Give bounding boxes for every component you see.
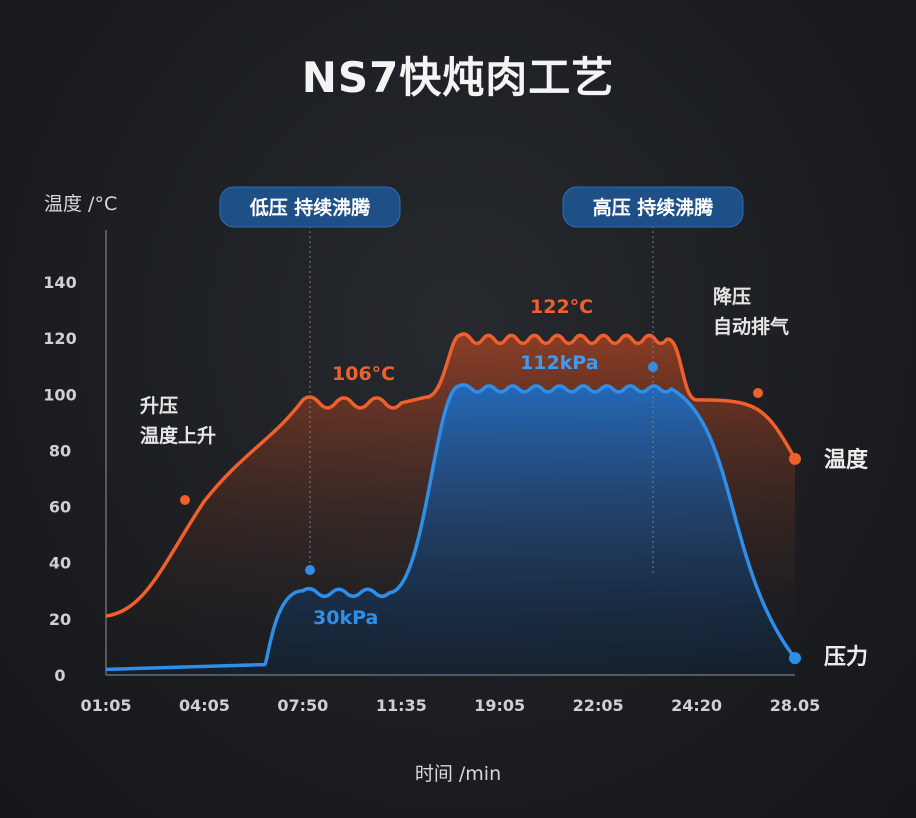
temperature-marker — [180, 495, 190, 505]
temperature-end-dot — [789, 452, 801, 465]
annotation-label: 自动排气 — [713, 315, 789, 338]
pressure-line — [105, 383, 797, 672]
y-tick-label: 100 — [43, 385, 76, 404]
x-axis-label: 时间 /min — [415, 763, 501, 785]
pressure-marker — [305, 565, 315, 575]
chart-title: NS7快炖肉工艺 — [301, 53, 615, 102]
annotation-label: 升压 — [140, 395, 178, 417]
phase-badge — [562, 186, 744, 228]
x-tick-label: 28.05 — [770, 696, 821, 715]
phase-badge-label: 高压 持续沸腾 — [593, 196, 715, 219]
series-label-temperature: 温度 — [824, 447, 869, 473]
phase-badge-label: 低压 持续沸腾 — [249, 196, 372, 219]
annotation-label: 112kPa — [520, 352, 599, 374]
annotation-label: 30kPa — [313, 607, 378, 629]
y-tick-label: 140 — [43, 273, 76, 292]
x-tick-label: 24:20 — [671, 696, 722, 715]
y-axis-label: 温度 /°C — [44, 193, 117, 215]
pressure-area — [106, 384, 795, 675]
y-tick-label: 60 — [49, 498, 71, 517]
y-tick-label: 120 — [43, 329, 76, 348]
pressure-end-dot — [789, 652, 801, 665]
annotation-label: 122°C — [530, 296, 593, 318]
x-tick-label: 11:35 — [376, 696, 427, 715]
x-tick-label: 07:50 — [277, 696, 328, 715]
phase-badge — [219, 186, 401, 228]
annotation-label: 温度上升 — [140, 424, 216, 447]
temperature-line — [105, 332, 797, 618]
y-tick-label: 80 — [49, 441, 71, 460]
temperature-marker — [753, 388, 763, 398]
annotation-label: 降压 — [713, 285, 751, 308]
annotation-label: 106°C — [332, 363, 395, 385]
y-tick-label: 20 — [49, 610, 71, 629]
series-label-pressure: 压力 — [824, 645, 868, 670]
x-tick-label: 22:05 — [573, 696, 624, 715]
y-tick-label: 0 — [54, 666, 65, 685]
x-tick-label: 19:05 — [474, 696, 525, 715]
y-tick-label: 40 — [49, 554, 71, 573]
x-tick-label: 01:05 — [81, 696, 132, 715]
x-tick-label: 04:05 — [179, 696, 230, 715]
